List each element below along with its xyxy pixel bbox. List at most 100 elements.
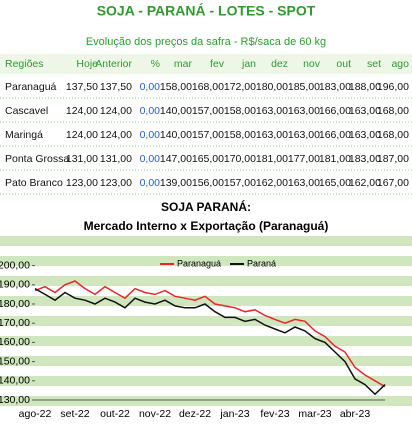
line-series [34, 287, 386, 396]
table-cell: Pato Branco [5, 177, 63, 189]
table-cell: 168,00 [377, 129, 409, 141]
y-tick-label: 180,00 [0, 298, 30, 310]
stripe [0, 296, 412, 306]
table-cell: 157,00 [192, 105, 224, 117]
y-tick-label: 160,00 [0, 336, 30, 348]
x-tick-label: mar-23 [298, 408, 331, 420]
stripe [0, 236, 412, 246]
table-cell: 181,00 [256, 153, 288, 165]
table-cell: 196,00 [377, 81, 409, 93]
table-cell: 163,00 [288, 177, 320, 189]
legend-label: Paranaguá [177, 258, 221, 268]
chart-title: SOJA PARANÁ: [161, 199, 251, 214]
table-cell: 124,00 [66, 105, 98, 117]
table-cell: 165,00 [192, 153, 224, 165]
table-cell: Paranaguá [5, 81, 57, 93]
column-header: % [151, 58, 160, 70]
table-cell: 158,00 [224, 129, 256, 141]
table-cell: 131,00 [100, 153, 132, 165]
stripe [0, 376, 412, 386]
column-header: out [336, 58, 351, 70]
x-tick-label: nov-22 [139, 408, 171, 420]
table-cell: 157,00 [224, 177, 256, 189]
table-cell: 166,00 [319, 105, 351, 117]
column-header: ago [391, 58, 409, 70]
table-cell: 183,00 [319, 81, 351, 93]
table-cell: 124,00 [66, 129, 98, 141]
table-cell: 0,00 [140, 105, 161, 117]
table-cell: 123,00 [100, 177, 132, 189]
y-tick-label: 130,00 [0, 394, 30, 406]
y-tick-label: 150,00 [0, 355, 30, 367]
column-header: fev [210, 58, 225, 70]
table-cell: 131,00 [66, 153, 98, 165]
table-cell: Maringá [5, 129, 43, 141]
table-cell: 124,00 [100, 129, 132, 141]
table-cell: 0,00 [140, 129, 161, 141]
table-cell: 147,00 [160, 153, 192, 165]
table-cell: 167,00 [377, 177, 409, 189]
table-cell: 187,00 [377, 153, 409, 165]
table-cell: 163,00 [256, 129, 288, 141]
table-cell: 172,00 [224, 81, 256, 93]
header-row [0, 54, 412, 74]
y-tick-label: 140,00 [0, 375, 30, 387]
column-header: dez [271, 58, 288, 70]
column-header: set [367, 58, 381, 70]
stripe [0, 396, 412, 406]
column-header: mar [174, 58, 193, 70]
table-cell: 0,00 [140, 81, 161, 93]
table-cell: 137,50 [100, 81, 132, 93]
table-cell: 165,00 [319, 177, 351, 189]
chart-subtitle: Mercado Interno x Exportação (Paranaguá) [84, 219, 329, 233]
table-cell: 162,00 [349, 177, 381, 189]
table-cell: 0,00 [140, 177, 161, 189]
table-title: SOJA - PARANÁ - LOTES - SPOT [97, 3, 316, 19]
stripe [0, 256, 412, 266]
table-cell: 180,00 [256, 81, 288, 93]
table-cell: 163,00 [256, 105, 288, 117]
table-cell: 158,00 [224, 105, 256, 117]
table-cell: 163,00 [288, 129, 320, 141]
x-tick-label: jan-23 [219, 408, 249, 420]
x-tick-label: ago-22 [19, 408, 52, 420]
stripe [0, 316, 412, 326]
table-cell: 163,00 [288, 105, 320, 117]
table-cell: 181,00 [319, 153, 351, 165]
table-cell: 183,00 [349, 153, 381, 165]
column-header: Anterior [95, 58, 132, 70]
x-tick-label: out-22 [100, 408, 130, 420]
stripe [0, 336, 412, 346]
table-cell: 158,00 [160, 81, 192, 93]
table-cell: 166,00 [319, 129, 351, 141]
table-cell: 139,00 [160, 177, 192, 189]
table-cell: 163,00 [349, 105, 381, 117]
table-cell: 140,00 [160, 105, 192, 117]
table-subtitle: Evolução dos preços da safra - R$/saca d… [86, 36, 326, 48]
table-cell: Ponta Grossa [5, 153, 69, 165]
chart-background [0, 236, 412, 406]
table-cell: 156,00 [192, 177, 224, 189]
table-cell: 168,00 [377, 105, 409, 117]
x-tick-label: fev-23 [260, 408, 289, 420]
legend-label: Paraná [247, 258, 276, 268]
y-tick-label: 200,00 [0, 259, 30, 271]
column-header: Regiões [5, 58, 44, 70]
line-series [34, 280, 386, 388]
table-cell: 124,00 [100, 105, 132, 117]
stripe [0, 356, 412, 366]
column-header: nov [303, 58, 321, 70]
table-cell: 177,00 [288, 153, 320, 165]
x-tick-label: abr-23 [340, 408, 371, 420]
table-cell: 188,00 [349, 81, 381, 93]
table-cell: 163,00 [349, 129, 381, 141]
table-cell: Cascavel [5, 105, 48, 117]
column-header: jan [241, 58, 256, 70]
table-cell: 168,00 [192, 81, 224, 93]
table-cell: 0,00 [140, 153, 161, 165]
table-cell: 162,00 [256, 177, 288, 189]
column-header: Hoje [76, 58, 98, 70]
table-cell: 137,50 [66, 81, 98, 93]
x-tick-label: set-22 [60, 408, 89, 420]
x-tick-label: dez-22 [179, 408, 211, 420]
